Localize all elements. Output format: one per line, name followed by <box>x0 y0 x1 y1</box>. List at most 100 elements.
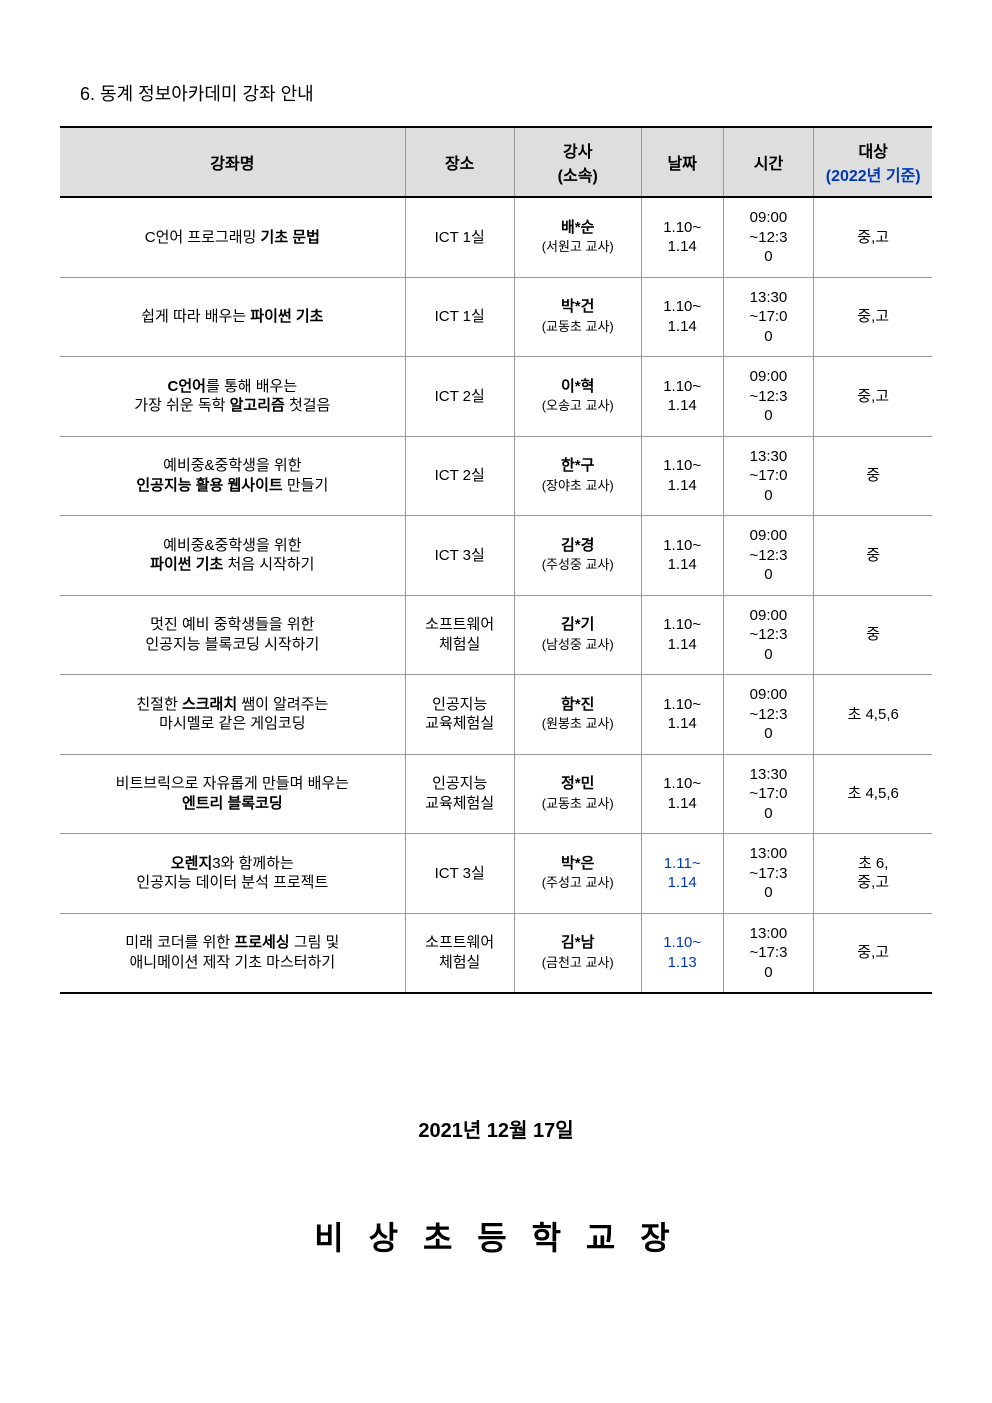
instructor-name: 이*혁 <box>561 378 594 395</box>
section-title: 6. 동계 정보아카데미 강좌 안내 <box>80 80 932 106</box>
cell-instructor: 박*건 (교동초 교사) <box>514 277 641 357</box>
column-header-target: 대상 (2022년 기준) <box>814 127 932 197</box>
instructor-name: 김*경 <box>561 537 594 554</box>
cell-instructor: 정*민(교동초 교사) <box>514 754 641 834</box>
cell-place: 소프트웨어체험실 <box>405 595 514 675</box>
cell-course-name: C언어 프로그래밍 기초 문법 <box>60 197 405 277</box>
column-header-place: 장소 <box>405 127 514 197</box>
cell-instructor: 김*경 (주성중 교사) <box>514 516 641 596</box>
footer-date: 2021년 12월 17일 <box>60 1114 932 1143</box>
column-header-target-main: 대상 <box>858 144 887 161</box>
cell-place: ICT 1실 <box>405 277 514 357</box>
cell-date: 1.10~1.13 <box>641 913 723 993</box>
cell-instructor: 박*은 (주성고 교사) <box>514 834 641 914</box>
cell-place: ICT 2실 <box>405 436 514 516</box>
cell-course-name: 비트브릭으로 자유롭게 만들며 배우는엔트리 블록코딩 <box>60 754 405 834</box>
column-header-instructor-main: 강사 <box>563 144 592 161</box>
cell-place: 인공지능교육체험실 <box>405 754 514 834</box>
cell-course-name: 예비중&중학생을 위한파이썬 기초 처음 시작하기 <box>60 516 405 596</box>
instructor-name: 한*구 <box>561 457 594 474</box>
cell-date: 1.10~1.14 <box>641 277 723 357</box>
cell-target: 중,고 <box>814 277 932 357</box>
table-row: 멋진 예비 중학생들을 위한인공지능 블록코딩 시작하기소프트웨어체험실 김*기 (… <box>60 595 932 675</box>
cell-date: 1.10~1.14 <box>641 357 723 437</box>
cell-course-name: 오렌지3와 함께하는인공지능 데이터 분석 프로젝트 <box>60 834 405 914</box>
cell-time: 09:00~12:30 <box>723 675 814 755</box>
table-row: C언어 프로그래밍 기초 문법ICT 1실 배*순 (서원고 교사) 1.10~1.1… <box>60 197 932 277</box>
instructor-affiliation: (서원고 교사) <box>542 239 614 254</box>
instructor-affiliation: (남성중 교사) <box>542 637 614 652</box>
table-row: 미래 코더를 위한 프로세싱 그림 및애니메이션 제작 기초 마스터하기소프트웨… <box>60 913 932 993</box>
cell-date: 1.10~1.14 <box>641 197 723 277</box>
cell-place: 소프트웨어체험실 <box>405 913 514 993</box>
footer-school: 비 상 초 등 학 교 장 <box>60 1213 932 1259</box>
cell-instructor: 한*구 (장야초 교사) <box>514 436 641 516</box>
cell-target: 중,고 <box>814 357 932 437</box>
cell-place: 인공지능교육체험실 <box>405 675 514 755</box>
instructor-affiliation: (장야초 교사) <box>542 478 614 493</box>
cell-target: 중,고 <box>814 197 932 277</box>
column-header-target-note: (2022년 기준) <box>826 168 921 185</box>
column-header-name: 강좌명 <box>60 127 405 197</box>
instructor-name: 배*순 <box>561 219 594 236</box>
cell-instructor: 김*남 (금천고 교사) <box>514 913 641 993</box>
course-table: 강좌명 장소 강사 (소속) 날짜 시간 대상 (2022년 기준) C언어 프… <box>60 126 932 994</box>
column-header-instructor-sub: (소속) <box>558 168 598 185</box>
instructor-name: 박*은 <box>561 855 594 872</box>
cell-target: 초 4,5,6 <box>814 754 932 834</box>
cell-date: 1.10~1.14 <box>641 516 723 596</box>
cell-date: 1.10~1.14 <box>641 675 723 755</box>
cell-place: ICT 2실 <box>405 357 514 437</box>
cell-target: 중 <box>814 595 932 675</box>
cell-time: 13:30~17:00 <box>723 277 814 357</box>
cell-target: 초 6,중,고 <box>814 834 932 914</box>
table-row: C언어를 통해 배우는가장 쉬운 독학 알고리즘 첫걸음ICT 2실 이*혁 (오송… <box>60 357 932 437</box>
cell-course-name: 예비중&중학생을 위한인공지능 활용 웹사이트 만들기 <box>60 436 405 516</box>
cell-course-name: 미래 코더를 위한 프로세싱 그림 및애니메이션 제작 기초 마스터하기 <box>60 913 405 993</box>
cell-course-name: 친절한 스크래치 쌤이 알려주는마시멜로 같은 게임코딩 <box>60 675 405 755</box>
instructor-affiliation: (주성중 교사) <box>542 557 614 572</box>
cell-target: 초 4,5,6 <box>814 675 932 755</box>
instructor-affiliation: (주성고 교사) <box>542 875 614 890</box>
cell-time: 13:30~17:00 <box>723 754 814 834</box>
table-row: 친절한 스크래치 쌤이 알려주는마시멜로 같은 게임코딩인공지능교육체험실 함*진… <box>60 675 932 755</box>
instructor-name: 정*민 <box>561 775 594 792</box>
cell-time: 09:00~12:30 <box>723 197 814 277</box>
cell-date: 1.10~1.14 <box>641 436 723 516</box>
cell-instructor: 이*혁 (오송고 교사) <box>514 357 641 437</box>
cell-time: 13:00~17:30 <box>723 834 814 914</box>
instructor-affiliation: (금천고 교사) <box>542 955 614 970</box>
cell-time: 09:00~12:30 <box>723 595 814 675</box>
column-header-instructor: 강사 (소속) <box>514 127 641 197</box>
column-header-date: 날짜 <box>641 127 723 197</box>
cell-time: 09:00~12:30 <box>723 516 814 596</box>
instructor-affiliation: (교동초 교사) <box>542 319 614 334</box>
table-row: 예비중&중학생을 위한파이썬 기초 처음 시작하기ICT 3실 김*경 (주성중 교… <box>60 516 932 596</box>
cell-place: ICT 3실 <box>405 516 514 596</box>
cell-course-name: C언어를 통해 배우는가장 쉬운 독학 알고리즘 첫걸음 <box>60 357 405 437</box>
cell-date: 1.11~1.14 <box>641 834 723 914</box>
instructor-name: 함*진 <box>561 696 594 713</box>
instructor-name: 김*남 <box>561 934 594 951</box>
cell-course-name: 쉽게 따라 배우는 파이썬 기초 <box>60 277 405 357</box>
cell-instructor: 배*순 (서원고 교사) <box>514 197 641 277</box>
cell-date: 1.10~1.14 <box>641 595 723 675</box>
cell-date: 1.10~1.14 <box>641 754 723 834</box>
cell-target: 중,고 <box>814 913 932 993</box>
instructor-name: 김*기 <box>561 616 594 633</box>
table-row: 쉽게 따라 배우는 파이썬 기초ICT 1실 박*건 (교동초 교사) 1.10~1.… <box>60 277 932 357</box>
table-body: C언어 프로그래밍 기초 문법ICT 1실 배*순 (서원고 교사) 1.10~1.1… <box>60 197 932 993</box>
cell-place: ICT 3실 <box>405 834 514 914</box>
column-header-time: 시간 <box>723 127 814 197</box>
cell-time: 13:00~17:30 <box>723 913 814 993</box>
cell-course-name: 멋진 예비 중학생들을 위한인공지능 블록코딩 시작하기 <box>60 595 405 675</box>
instructor-affiliation: (오송고 교사) <box>542 398 614 413</box>
cell-target: 중 <box>814 436 932 516</box>
table-row: 예비중&중학생을 위한인공지능 활용 웹사이트 만들기ICT 2실 한*구 (장야초… <box>60 436 932 516</box>
table-row: 오렌지3와 함께하는인공지능 데이터 분석 프로젝트ICT 3실 박*은 (주성고 … <box>60 834 932 914</box>
cell-place: ICT 1실 <box>405 197 514 277</box>
cell-instructor: 김*기 (남성중 교사) <box>514 595 641 675</box>
instructor-name: 박*건 <box>561 298 594 315</box>
instructor-affiliation: (원봉초 교사) <box>542 716 614 731</box>
cell-time: 09:00~12:30 <box>723 357 814 437</box>
